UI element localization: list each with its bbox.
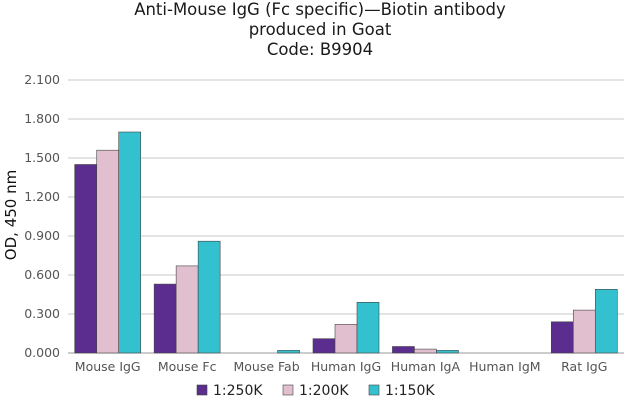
x-category-label: Human IgM [469,359,540,374]
y-tick-label: 0.300 [24,306,60,321]
bar [392,346,415,354]
y-tick-label: 1.200 [24,189,60,204]
bar [334,324,358,354]
x-category-label: Human IgG [311,359,381,374]
y-tick-label: 1.500 [24,150,60,165]
y-tick-label: 1.800 [24,111,60,126]
bar [436,350,459,354]
bar [594,288,618,354]
x-category-label: Rat IgG [561,359,607,374]
bar [356,301,380,354]
gridlines [68,79,624,354]
bar [197,240,221,354]
y-tick-label: 0.000 [24,345,60,360]
y-axis-ticks: 0.000 0.300 0.600 0.900 1.200 1.500 1.800 2.100 [24,72,60,360]
bar [175,265,199,354]
y-tick-label: 2.100 [24,72,60,87]
bars [74,131,618,354]
bar [74,164,98,354]
title-line-2: produced in Goat [248,20,392,39]
bar [312,338,336,354]
x-category-label: Mouse IgG [75,359,141,374]
legend-label: 1:200K [299,383,349,399]
x-category-label: Mouse Fab [233,359,299,374]
bar [277,350,300,354]
legend-swatch [368,384,380,396]
title-line-1: Anti-Mouse IgG (Fc specific)—Biotin anti… [134,0,506,19]
legend: 1:250K 1:200K 1:150K [196,383,435,399]
bar [96,149,120,354]
legend-label: 1:250K [213,383,263,399]
x-category-label: Mouse Fc [158,359,217,374]
bar [153,283,177,354]
legend-swatch [196,384,208,396]
x-category-label: Human IgA [391,359,461,374]
bar [572,309,596,354]
legend-label: 1:150K [385,383,435,399]
y-tick-label: 0.900 [24,228,60,243]
title-line-3: Code: B9904 [266,40,374,59]
x-axis-categories: Mouse IgG Mouse Fc Mouse Fab Human IgG Human… [75,359,608,374]
bar [414,348,437,354]
y-tick-label: 0.600 [24,267,60,282]
bar [118,131,142,354]
bar [550,321,574,354]
y-axis-label: OD, 450 nm [2,170,20,260]
chart-title: Anti-Mouse IgG (Fc specific)—Biotin anti… [0,0,640,60]
legend-swatch [282,384,294,396]
